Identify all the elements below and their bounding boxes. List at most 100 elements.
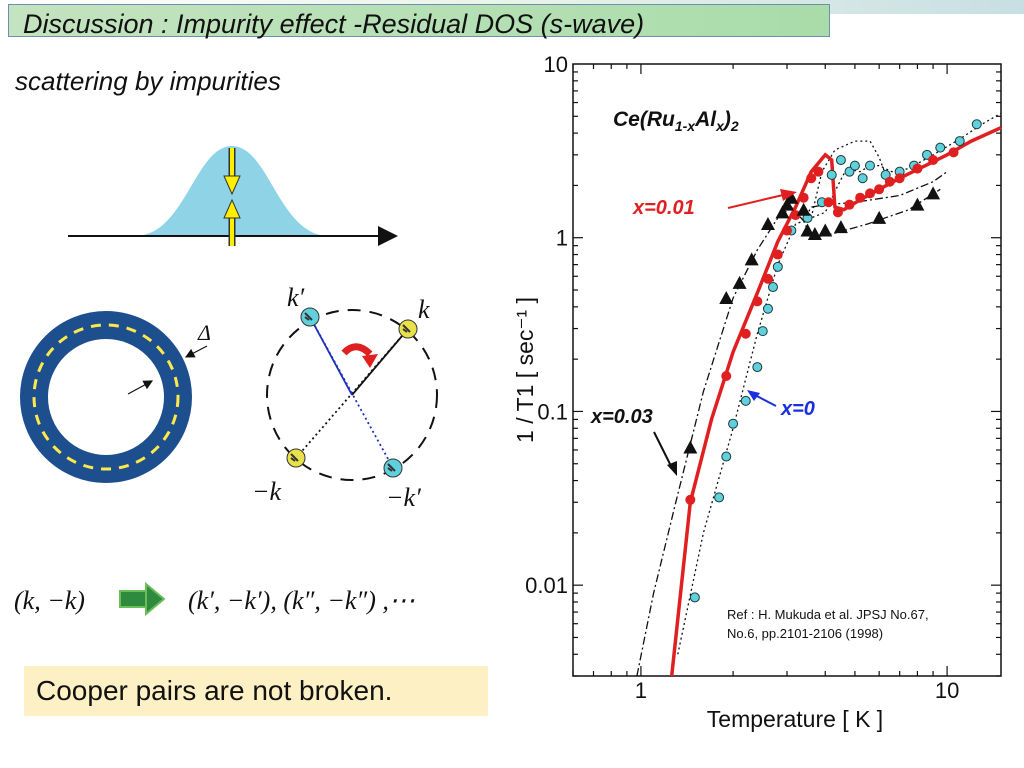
data-point-triangle: [784, 190, 799, 204]
data-point-triangle: [719, 290, 734, 304]
data-point-circle-x001: [782, 225, 792, 236]
data-point-circle-x001: [884, 176, 895, 187]
data-point-triangle: [796, 202, 811, 216]
data-point-circle-x0: [714, 492, 725, 503]
data-point-circle-x001: [740, 328, 751, 339]
annotation-x003: x=0.03: [590, 406, 653, 428]
data-point-circle-x001: [832, 207, 843, 218]
data-point-circle-x001: [912, 163, 923, 174]
x-axis-label: Temperature [ K ]: [707, 706, 883, 732]
data-point-circle-x0: [826, 169, 837, 180]
data-point-triangle: [818, 223, 833, 237]
data-point-circle-x0: [857, 173, 868, 184]
annotation-x003-pointer: [653, 431, 673, 469]
x-tick-label: 10: [935, 678, 959, 703]
data-point-circle-x0: [835, 155, 846, 166]
annotation-x0: x=0: [780, 398, 815, 420]
conclusion-box: Cooper pairs are not broken.: [24, 666, 488, 716]
data-point-circle-x0: [757, 326, 768, 337]
data-point-circle-x001: [844, 199, 855, 210]
y-tick-label: 0.1: [537, 399, 568, 424]
annotation-x001: x=0.01: [632, 197, 695, 219]
data-point-circle-x0: [689, 592, 700, 603]
data-point-circle-x001: [813, 166, 824, 177]
y-tick-label: 10: [544, 52, 568, 77]
data-point-circle-x0: [728, 418, 739, 429]
gap-arrow-outer: [184, 345, 208, 358]
data-point-triangle: [833, 220, 848, 234]
data-point-triangle: [872, 210, 887, 224]
chart-axes: 10 1 0.1 0.01 1 10: [525, 52, 1001, 703]
section-heading: scattering by impurities: [15, 66, 281, 96]
data-point-circle-x001: [685, 494, 696, 505]
data-point-circle-x001: [752, 296, 763, 307]
guide-curve-x001: [669, 126, 1002, 677]
data-point-circle-x0: [954, 136, 965, 147]
spin-up-arrow-icon: [223, 198, 241, 246]
y-axis-label: 1 / T1 [ sec⁻¹ ]: [512, 297, 538, 443]
data-point-circle-x001: [790, 210, 801, 221]
electron-minus-k-icon: [286, 448, 306, 468]
data-point-triangle: [807, 227, 822, 241]
chart-guide-curves: [636, 112, 1002, 677]
fermi-surface-ring: Δ: [20, 311, 211, 483]
green-arrow-icon: [119, 581, 166, 617]
data-point-circle-x001: [806, 173, 817, 184]
data-point-triangle: [775, 205, 790, 219]
label-minus-k: −k: [252, 477, 282, 506]
data-point-circle-x0: [767, 282, 778, 293]
pair-scattering-equation: (k, −k) (k′, −k′), (k″, −k″) ,⋯: [14, 581, 415, 617]
data-point-triangle: [926, 186, 941, 200]
electron-k-icon: [398, 319, 418, 339]
data-point-triangle: [744, 252, 759, 266]
data-point-circle-x001: [762, 273, 773, 284]
rotate-arrow-icon: [341, 343, 378, 368]
guide-curve-x003: [636, 188, 941, 677]
data-point-triangle: [683, 440, 698, 454]
guide-curve-x0: [677, 112, 1002, 655]
y-tick-label: 0.01: [525, 573, 568, 598]
reference-line-1: Ref : H. Mukuda et al. JPSJ No.67,: [727, 607, 929, 622]
data-point-circle-x001: [948, 147, 959, 158]
label-k: k: [418, 295, 430, 324]
electron-minus-k-prime-icon: [383, 458, 403, 478]
data-point-triangle: [780, 197, 794, 211]
data-point-circle-x001: [823, 197, 834, 208]
data-point-circle-x0: [935, 142, 946, 153]
chart-frame: [572, 63, 1002, 677]
y-tick-label: 1: [556, 226, 568, 251]
data-point-circle-x0: [849, 160, 860, 171]
data-point-circle-x0: [772, 261, 783, 272]
data-point-circle-x001: [772, 249, 783, 260]
conclusion-text: Cooper pairs are not broken.: [36, 675, 393, 706]
reference-line-2: No.6, pp.2101-2106 (1998): [727, 626, 883, 641]
data-point-circle-x001: [928, 155, 939, 166]
data-point-circle-x0: [971, 119, 982, 130]
fermi-surface-dashed: [32, 323, 180, 471]
title-banner: Discussion : Impurity effect -Residual D…: [8, 4, 830, 39]
spin-down-arrow-icon: [223, 148, 241, 196]
data-point-circle-x001: [721, 370, 732, 381]
label-k-prime: k′: [287, 283, 305, 312]
data-point-circle-x0: [752, 362, 763, 373]
scattering-circle-diagram: k′ k −k −k′: [252, 283, 438, 512]
data-point-circle-x0: [721, 451, 732, 462]
data-point-circle-x001: [798, 192, 809, 203]
label-minus-k-prime: −k′: [386, 483, 421, 512]
equation-rhs: (k′, −k′), (k″, −k″) ,⋯: [188, 586, 415, 615]
data-point-circle-x001: [855, 192, 866, 203]
data-point-circle-x001: [864, 188, 875, 199]
electron-k-prime-icon: [300, 307, 320, 327]
data-point-triangle: [910, 197, 925, 211]
density-of-states-plot: [68, 146, 398, 246]
equation-lhs: (k, −k): [14, 586, 85, 615]
chart-data-points: [683, 119, 982, 603]
gap-delta-symbol: Δ: [197, 320, 211, 345]
data-point-circle-x0: [740, 395, 751, 406]
x-tick-label: 1: [635, 678, 647, 703]
data-point-triangle: [800, 223, 815, 237]
annotation-x001-pointer: [727, 194, 784, 209]
data-point-triangle: [732, 275, 747, 289]
